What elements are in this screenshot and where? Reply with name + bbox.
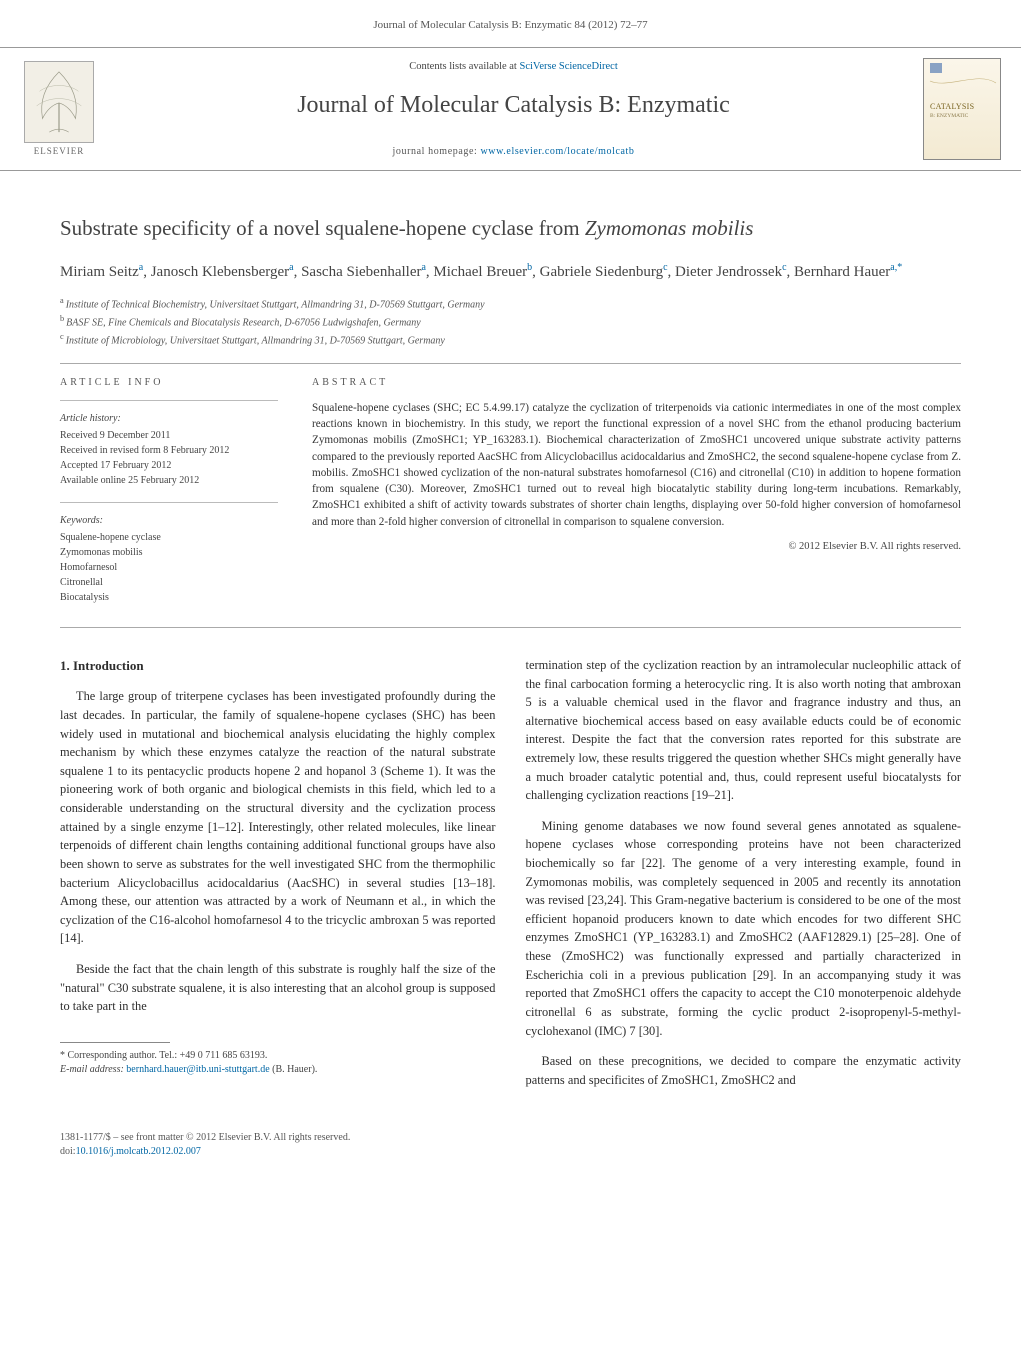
history-label: Article history: [60,411,278,426]
keyword: Homofarnesol [60,560,278,575]
cover-thumbnail-wrap: CATALYSIS B: ENZYMATIC [923,58,1007,160]
keywords-block: Keywords: Squalene-hopene cyclase Zymomo… [60,513,278,605]
keyword: Citronellal [60,575,278,590]
article-info-column: ARTICLE INFO Article history: Received 9… [60,376,278,619]
title-prefix: Substrate specificity of a novel squalen… [60,216,585,240]
cover-word-enzymatic: B: ENZYMATIC [930,113,974,121]
affil-text: Institute of Technical Biochemistry, Uni… [66,300,485,311]
running-header-text: Journal of Molecular Catalysis B: Enzyma… [373,19,647,31]
divider-above-info [60,363,961,364]
email-note: E-mail address: bernhard.hauer@itb.uni-s… [60,1063,496,1077]
publisher-name: ELSEVIER [34,145,85,158]
info-heading: ARTICLE INFO [60,376,278,390]
abstract-copyright: © 2012 Elsevier B.V. All rights reserved… [312,540,961,555]
journal-cover-thumbnail: CATALYSIS B: ENZYMATIC [923,58,1001,160]
masthead-center: Contents lists available at SciVerse Sci… [104,60,923,158]
corresponding-text: Corresponding author. Tel.: +49 0 711 68… [68,1050,268,1061]
body-paragraph: termination step of the cyclization reac… [526,656,962,805]
journal-title: Journal of Molecular Catalysis B: Enzyma… [104,89,923,123]
section-heading-introduction: 1. Introduction [60,656,496,676]
author-list: Miriam Seitza, Janosch Klebensbergera, S… [60,261,961,284]
abstract-column: ABSTRACT Squalene-hopene cyclases (SHC; … [312,376,961,619]
corresponding-email-link[interactable]: bernhard.hauer@itb.uni-stuttgart.de [126,1064,269,1075]
affil-marker: b [60,314,64,323]
doi-prefix: doi: [60,1146,76,1157]
email-suffix: (B. Hauer). [272,1064,317,1075]
doi-line: doi:10.1016/j.molcatb.2012.02.007 [60,1145,961,1159]
body-paragraph: Beside the fact that the chain length of… [60,960,496,1016]
body-paragraph: Based on these precognitions, we decided… [526,1052,962,1089]
footnotes: * Corresponding author. Tel.: +49 0 711 … [60,1049,496,1077]
contents-line: Contents lists available at SciVerse Sci… [104,60,923,75]
abstract-heading: ABSTRACT [312,376,961,390]
article-history-block: Article history: Received 9 December 201… [60,411,278,488]
contents-prefix: Contents lists available at [409,61,519,72]
journal-masthead: ELSEVIER Contents lists available at Sci… [0,47,1021,171]
affiliation-b: bBASF SE, Fine Chemicals and Biocatalysi… [60,313,961,331]
homepage-line: journal homepage: www.elsevier.com/locat… [104,145,923,159]
affil-text: Institute of Microbiology, Universitaet … [66,335,445,346]
keyword-species: Zymomonas mobilis [60,547,143,558]
affil-text: BASF SE, Fine Chemicals and Biocatalysis… [66,318,421,329]
homepage-prefix: journal homepage: [392,146,480,157]
affil-marker: a [60,296,64,305]
article-container: Substrate specificity of a novel squalen… [0,171,1021,1121]
footnote-separator [60,1042,170,1043]
info-separator [60,400,278,401]
article-title: Substrate specificity of a novel squalen… [60,215,961,242]
keyword: Squalene-hopene cyclase [60,530,278,545]
body-left-column: 1. Introduction The large group of trite… [60,656,496,1101]
doi-link[interactable]: 10.1016/j.molcatb.2012.02.007 [76,1146,201,1157]
info-separator [60,502,278,503]
email-label: E-mail address: [60,1064,124,1075]
corresponding-author-note: * Corresponding author. Tel.: +49 0 711 … [60,1049,496,1063]
affiliation-a: aInstitute of Technical Biochemistry, Un… [60,295,961,313]
sciencedirect-link[interactable]: SciVerse ScienceDirect [519,61,617,72]
history-line: Received 9 December 2011 [60,428,278,443]
affiliations: aInstitute of Technical Biochemistry, Un… [60,295,961,348]
title-species: Zymomonas mobilis [585,216,754,240]
keyword: Biocatalysis [60,590,278,605]
affiliation-c: cInstitute of Microbiology, Universitaet… [60,331,961,349]
info-abstract-row: ARTICLE INFO Article history: Received 9… [60,376,961,619]
divider-below-abstract [60,627,961,628]
body-right-column: termination step of the cyclization reac… [526,656,962,1101]
cover-word-catalysis: CATALYSIS [930,101,974,112]
abstract-text: Squalene-hopene cyclases (SHC; EC 5.4.99… [312,400,961,530]
keywords-label: Keywords: [60,513,278,528]
body-paragraph: The large group of triterpene cyclases h… [60,687,496,948]
body-paragraph: Mining genome databases we now found sev… [526,817,962,1040]
front-matter-line: 1381-1177/$ – see front matter © 2012 El… [60,1131,961,1145]
history-line: Available online 25 February 2012 [60,473,278,488]
history-line: Received in revised form 8 February 2012 [60,443,278,458]
publisher-block: ELSEVIER [14,61,104,158]
running-header: Journal of Molecular Catalysis B: Enzyma… [0,0,1021,47]
keyword: Zymomonas mobilis [60,545,278,560]
front-matter-footer: 1381-1177/$ – see front matter © 2012 El… [0,1121,1021,1183]
body-columns: 1. Introduction The large group of trite… [60,656,961,1101]
homepage-link[interactable]: www.elsevier.com/locate/molcatb [480,146,634,157]
elsevier-tree-icon [24,61,94,143]
history-line: Accepted 17 February 2012 [60,458,278,473]
affil-marker: c [60,332,64,341]
